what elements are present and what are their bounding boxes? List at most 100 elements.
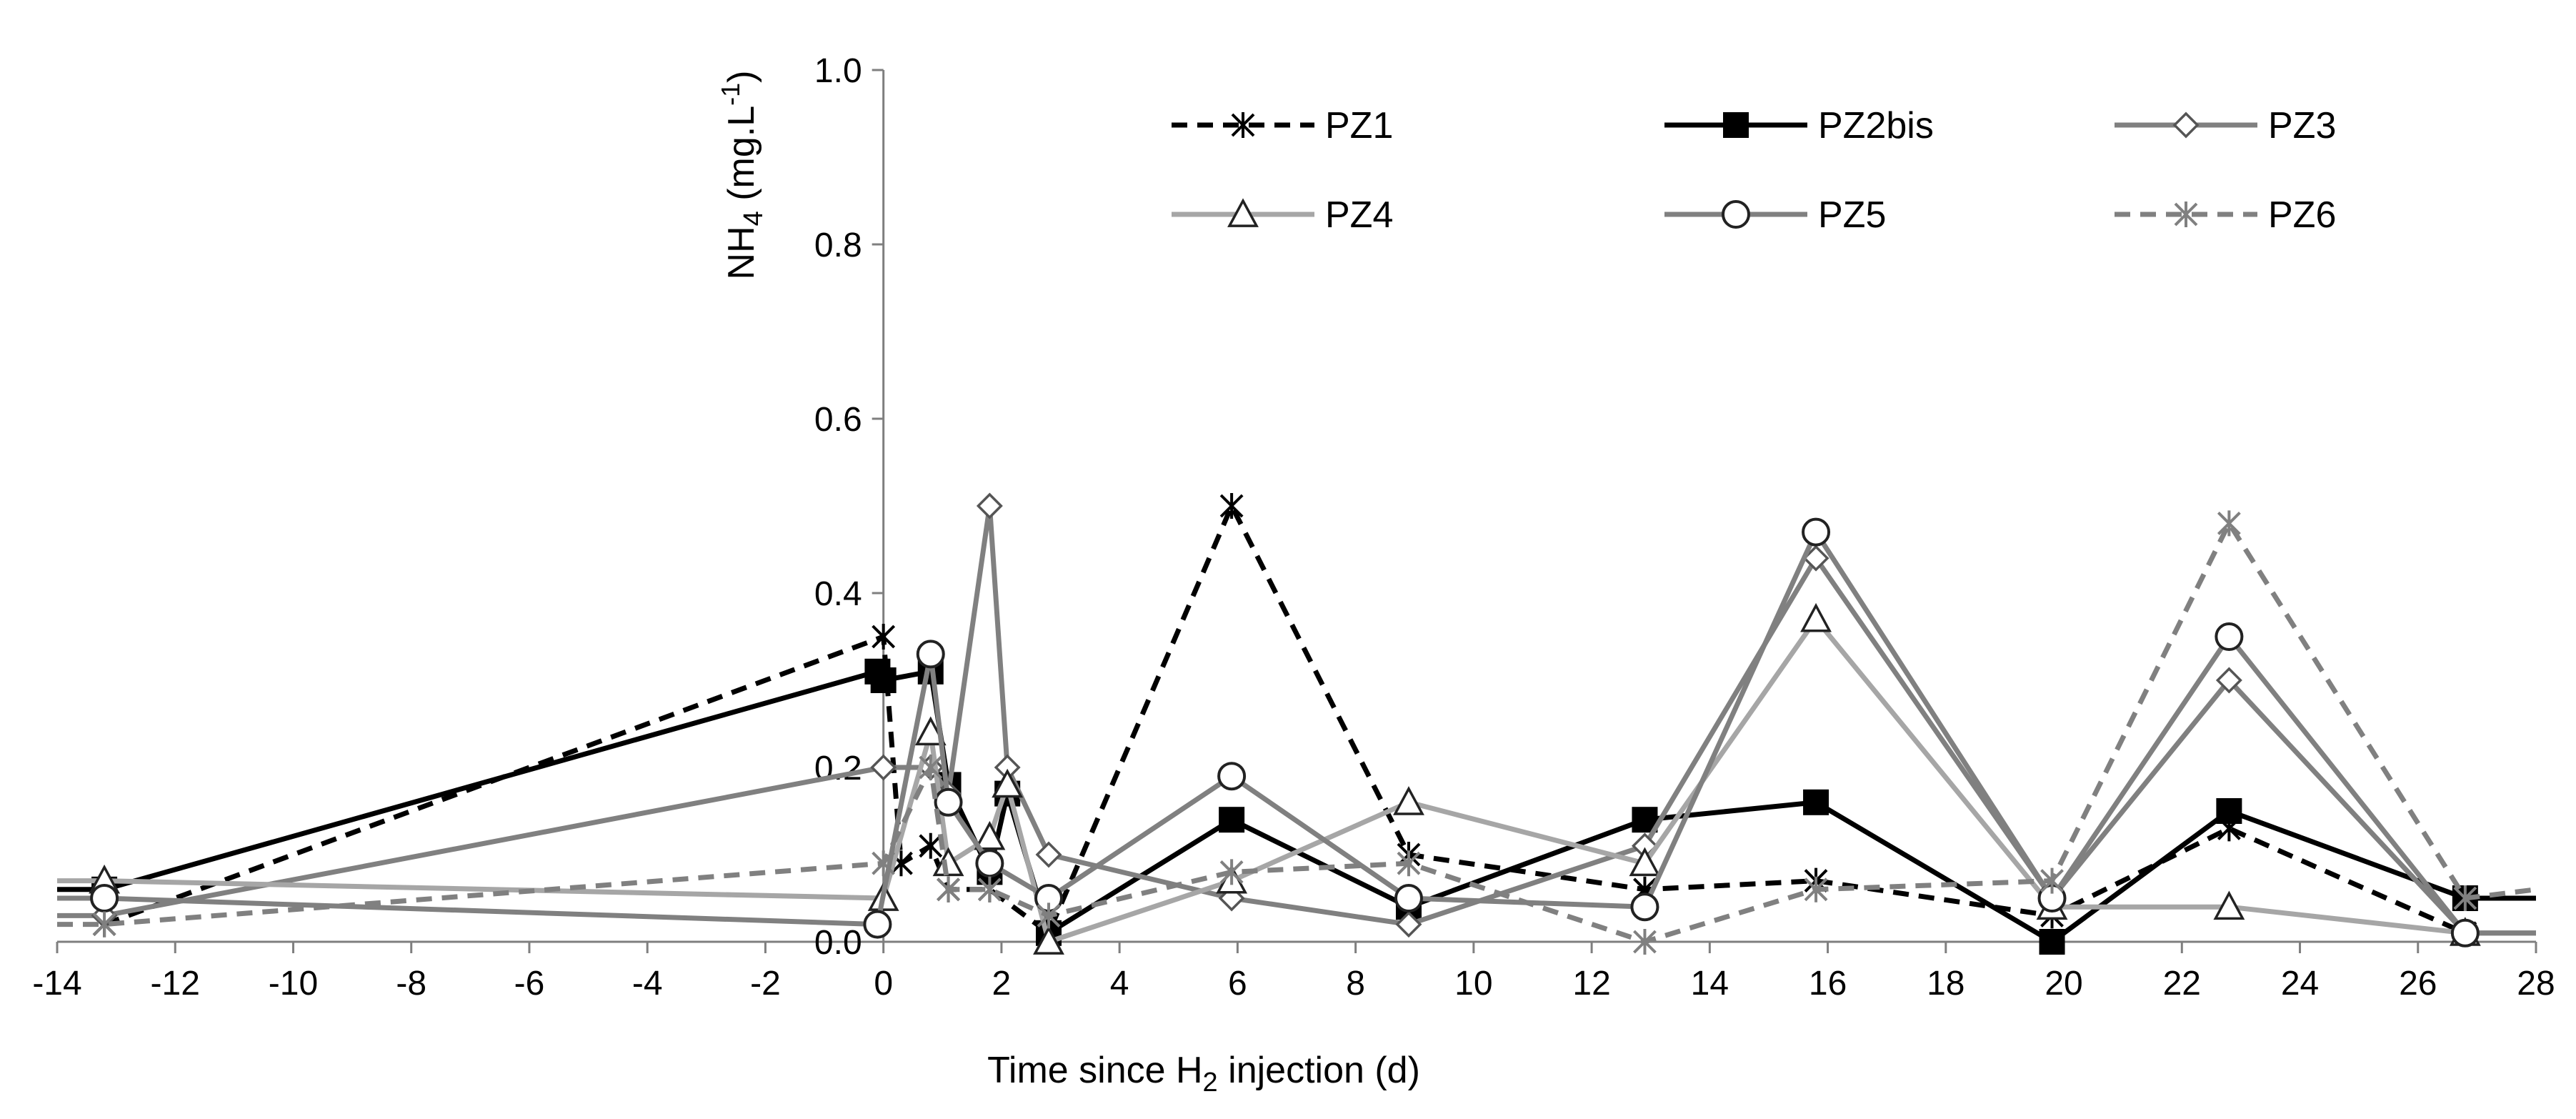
series-line-pz4: [57, 617, 2536, 945]
series-layer: [57, 492, 2537, 955]
y-axis-title-subscript: 4: [739, 211, 769, 226]
legend-marker: [1227, 198, 1259, 227]
y-tick-label: 0.4: [814, 575, 862, 613]
data-point-pz5: [863, 910, 892, 939]
x-axis-title-prefix: Time since H: [987, 1050, 1202, 1091]
data-point-pz6: [977, 876, 1002, 902]
data-point-pz3: [976, 492, 1003, 519]
x-tick-label: 0: [874, 965, 893, 1003]
data-point-pz4: [1393, 786, 1424, 815]
x-tick-label: 28: [2517, 965, 2555, 1003]
x-tick-label: 20: [2045, 965, 2082, 1003]
x-tick-label: -12: [151, 965, 200, 1003]
x-tick-label: 2: [992, 965, 1012, 1003]
legend-item-pz5: PZ5: [1664, 194, 1886, 236]
x-tick-label: 10: [1454, 965, 1492, 1003]
x-tick-label: 26: [2399, 965, 2437, 1003]
data-point-pz2bis: [2216, 798, 2242, 824]
x-tick-label: 4: [1110, 965, 1129, 1003]
series-line-pz1: [103, 503, 2467, 936]
data-point-pz5: [2215, 622, 2244, 651]
x-tick-label: -6: [514, 965, 545, 1003]
data-point-pz5: [1630, 892, 1659, 922]
legend-item-pz1: PZ1: [1172, 105, 1393, 146]
data-point-pz5: [975, 849, 1004, 878]
y-axis-title-superscript: -1: [716, 83, 745, 106]
data-point-pz5: [90, 884, 119, 912]
legend-label: PZ2bis: [1818, 105, 1934, 146]
data-point-pz6: [872, 850, 896, 877]
x-tick-label: -4: [632, 965, 663, 1003]
data-point-pz2bis: [1219, 807, 1245, 833]
x-axis-title-subscript: 2: [1203, 1068, 1218, 1098]
series-pz6: [57, 510, 2537, 955]
legend-marker: [1722, 200, 1750, 229]
legend: PZ1 PZ2bis PZ3 PZ4 PZ5 PZ6: [1172, 105, 2336, 236]
data-point-pz6: [1219, 859, 1244, 885]
data-point-pz5: [2450, 918, 2480, 948]
data-point-pz6: [937, 876, 960, 902]
legend-item-pz4: PZ4: [1172, 194, 1393, 236]
data-point-pz3: [1035, 841, 1062, 868]
data-point-pz2bis: [1803, 789, 1829, 815]
y-axis-title-prefix: NH: [721, 226, 762, 279]
series-line-pz5: [57, 529, 2536, 936]
data-point-pz1: [872, 624, 896, 650]
data-point-pz2bis: [870, 667, 897, 693]
legend-label: PZ4: [1325, 194, 1393, 236]
data-point-pz6: [1037, 902, 1061, 929]
legend-item-pz2bis: PZ2bis: [1664, 105, 1934, 146]
data-point-pz5: [1394, 884, 1423, 912]
x-axis-title: Time since H2 injection (d): [987, 1050, 1420, 1098]
legend-marker: [2174, 202, 2198, 227]
legend-marker: [1723, 112, 1749, 138]
data-point-pz1: [919, 832, 943, 859]
y-tick-label: 0.6: [814, 401, 862, 439]
legend-label: PZ3: [2268, 105, 2336, 146]
x-tick-label: 24: [2281, 965, 2319, 1003]
data-point-pz4: [1033, 925, 1064, 955]
data-point-pz6: [2453, 885, 2477, 911]
series-pz1: [92, 493, 2477, 946]
x-tick-label: 22: [2163, 965, 2201, 1003]
legend-marker: [1231, 112, 1255, 138]
y-tick-label: 0.0: [814, 924, 862, 962]
legend-item-pz3: PZ3: [2115, 105, 2336, 146]
data-point-pz1: [1219, 493, 1244, 519]
axes: -14 -12 -10 -8 -6 -4 -2 0 2 4 6 8 10 12 14 16 18 20 22 24 26…: [32, 52, 2555, 1003]
data-point-pz3: [1395, 911, 1422, 938]
data-point-pz6: [919, 755, 943, 780]
x-axis-title-suffix: injection (d): [1218, 1050, 1420, 1091]
y-axis-title-mid: (mg.L: [721, 106, 762, 211]
data-point-pz4: [992, 768, 1024, 798]
data-point-pz4: [2213, 890, 2245, 920]
x-tick-label: 14: [1691, 965, 1729, 1003]
x-tick-label: -14: [32, 965, 81, 1003]
legend-label: PZ5: [1818, 194, 1886, 236]
data-point-pz6: [1633, 929, 1657, 955]
data-point-pz5: [934, 787, 963, 817]
data-point-pz3: [870, 754, 897, 781]
data-point-pz4: [1800, 602, 1832, 632]
data-point-pz2bis: [2039, 929, 2065, 955]
data-point-pz6: [2040, 867, 2064, 894]
x-tick-label: -8: [396, 965, 426, 1003]
x-tick-label: 6: [1228, 965, 1247, 1003]
series-pz5: [57, 517, 2536, 948]
data-point-pz5: [916, 640, 945, 669]
y-axis-title: NH4 (mg.L-1): [716, 71, 769, 280]
y-axis-title-suffix: ): [721, 71, 762, 83]
x-tick-label: 12: [1572, 965, 1610, 1003]
y-tick-label: 0.8: [814, 227, 862, 264]
data-point-pz3: [2215, 667, 2242, 694]
legend-item-pz6: PZ6: [2115, 194, 2336, 236]
legend-marker: [2172, 111, 2200, 139]
x-tick-label: 18: [1927, 965, 1965, 1003]
data-point-pz6: [1804, 876, 1828, 902]
data-point-pz4: [1629, 847, 1661, 877]
x-tick-label: 8: [1346, 965, 1365, 1003]
data-point-pz6: [1397, 850, 1421, 877]
y-tick-label: 1.0: [814, 52, 862, 90]
legend-label: PZ1: [1325, 105, 1393, 146]
